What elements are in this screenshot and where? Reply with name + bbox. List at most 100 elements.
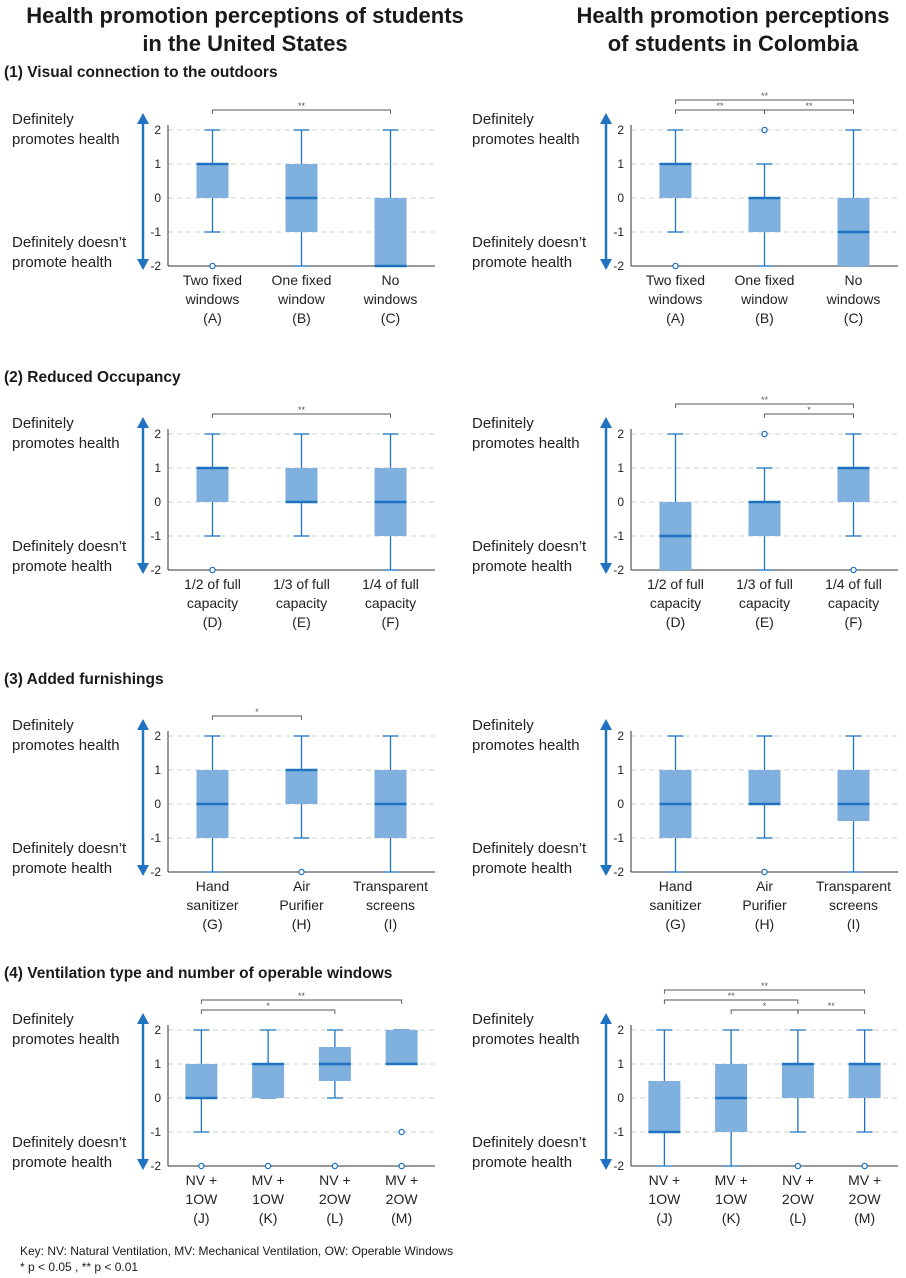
y-tick-label: -2 — [150, 865, 161, 879]
category-label: window — [277, 291, 326, 307]
y-tick-label: 1 — [154, 461, 161, 475]
category-label: screens — [366, 897, 415, 913]
box-iqr — [781, 1064, 814, 1098]
category-label: (E) — [755, 614, 774, 630]
y-end-label-top: Definitely — [12, 415, 74, 432]
boxplot-colombia-ventilation: Definitely promotes health Definitely does… — [472, 981, 898, 1226]
significance-label: ** — [298, 405, 306, 415]
category-label: (I) — [847, 916, 860, 932]
y-end-label-top: promotes health — [472, 737, 580, 754]
category-label: (H) — [292, 916, 311, 932]
y-end-label-top: promotes health — [12, 1031, 120, 1048]
y-tick-label: 0 — [154, 797, 161, 811]
category-label: (L) — [326, 1210, 343, 1226]
y-end-label-bottom: Definitely doesn’t — [12, 840, 127, 857]
category-label: Purifier — [279, 897, 324, 913]
y-end-label-bottom: Definitely doesn’t — [472, 1134, 587, 1151]
significance-label: ** — [728, 991, 736, 1001]
y-tick-label: -2 — [150, 259, 161, 273]
y-tick-label: 1 — [154, 1057, 161, 1071]
category-label: 2OW — [386, 1191, 419, 1207]
section-title-added-furnishings: (3) Added furnishings — [4, 671, 164, 688]
column-title-colombia: Health promotion perceptions of students… — [560, 2, 906, 58]
y-tick-label: 2 — [154, 123, 161, 137]
y-tick-label: 1 — [617, 157, 624, 171]
y-tick-label: -1 — [150, 225, 161, 239]
significance-bracket — [764, 109, 854, 114]
category-label: (A) — [666, 310, 685, 326]
outlier-point — [850, 566, 857, 574]
significance-bracket — [200, 1009, 336, 1014]
arrow-down-icon — [137, 259, 149, 270]
y-tick-label: 0 — [154, 1091, 161, 1105]
y-tick-label: -2 — [613, 1159, 624, 1173]
category-label: (M) — [854, 1210, 875, 1226]
significance-label: ** — [828, 1001, 836, 1011]
category-label: capacity — [739, 595, 790, 611]
category-label: (F) — [845, 614, 863, 630]
boxplot-us-added-furnishings: Definitely promotes health Definitely does… — [12, 707, 435, 932]
category-label: No — [845, 272, 863, 288]
category-label: 2OW — [319, 1191, 352, 1207]
category-label: (C) — [381, 310, 400, 326]
y-tick-label: -1 — [613, 1125, 624, 1139]
category-label: One fixed — [272, 272, 332, 288]
category-label: NV + — [649, 1172, 681, 1188]
section-title-ventilation: (4) Ventilation type and number of opera… — [4, 965, 393, 982]
boxplot-colombia-visual-connection: Definitely promotes health Definitely does… — [472, 91, 898, 326]
y-tick-label: -1 — [150, 831, 161, 845]
y-end-label-top: Definitely — [472, 717, 534, 734]
significance-label: ** — [716, 101, 724, 111]
y-end-label-top: Definitely — [472, 1011, 534, 1028]
y-tick-label: 0 — [617, 495, 624, 509]
y-tick-label: 0 — [617, 1091, 624, 1105]
category-label: 1OW — [648, 1191, 681, 1207]
category-label: 1/3 of full — [736, 576, 793, 592]
y-tick-label: 2 — [154, 427, 161, 441]
box-iqr — [659, 164, 692, 198]
category-label: MV + — [848, 1172, 881, 1188]
outlier-point — [198, 1162, 205, 1170]
footer-key: Key: NV: Natural Ventilation, MV: Mechan… — [20, 1244, 454, 1258]
category-label: (G) — [202, 916, 222, 932]
y-tick-label: 2 — [154, 1023, 161, 1037]
category-label: sanitizer — [186, 897, 238, 913]
arrow-up-icon — [600, 1013, 612, 1024]
category-label: (D) — [203, 614, 222, 630]
category-label: screens — [829, 897, 878, 913]
y-end-label-top: promotes health — [12, 131, 120, 148]
y-tick-label: -1 — [613, 529, 624, 543]
y-end-label-bottom: promote health — [472, 558, 572, 575]
arrow-down-icon — [600, 563, 612, 574]
column-title-line: Health promotion perceptions of students — [26, 3, 464, 28]
footer-p-note: * p < 0.05 , ** p < 0.01 — [20, 1260, 139, 1274]
y-tick-label: 1 — [617, 763, 624, 777]
outlier-point — [794, 1162, 802, 1170]
outlier-point — [672, 262, 679, 270]
category-label: capacity — [650, 595, 701, 611]
significance-bracket — [212, 109, 391, 114]
y-end-label-top: Definitely — [472, 415, 534, 432]
y-end-label-bottom: Definitely doesn’t — [12, 538, 127, 555]
category-label: 1/2 of full — [184, 576, 241, 592]
outlier-point — [209, 566, 216, 574]
boxplot-colombia-reduced-occupancy: Definitely promotes health Definitely does… — [472, 395, 898, 630]
column-title-line: of students in Colombia — [607, 31, 859, 56]
outlier-point — [398, 1128, 405, 1136]
category-label: windows — [826, 291, 881, 307]
significance-bracket — [663, 999, 799, 1004]
y-tick-label: -2 — [150, 1159, 161, 1173]
category-label: 2OW — [849, 1191, 882, 1207]
y-end-label-bottom: promote health — [12, 860, 112, 877]
category-label: (E) — [292, 614, 311, 630]
column-title-united-states: Health promotion perceptions of students… — [0, 2, 490, 58]
arrow-up-icon — [137, 719, 149, 730]
category-label: Hand — [659, 878, 692, 894]
category-label: capacity — [365, 595, 416, 611]
significance-bracket — [663, 989, 866, 994]
y-end-label-bottom: Definitely doesn’t — [472, 234, 587, 251]
y-end-label-top: Definitely — [12, 717, 74, 734]
significance-label: * — [266, 1001, 270, 1011]
box-iqr — [252, 1064, 285, 1098]
significance-label: * — [763, 1001, 767, 1011]
